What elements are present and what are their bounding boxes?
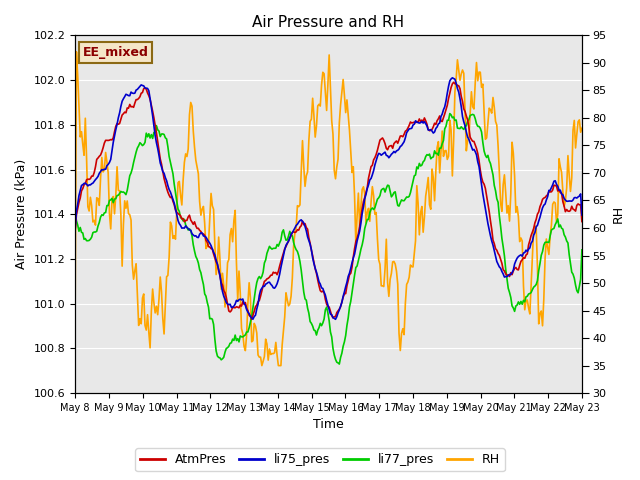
Legend: AtmPres, li75_pres, li77_pres, RH: AtmPres, li75_pres, li77_pres, RH	[135, 448, 505, 471]
Title: Air Pressure and RH: Air Pressure and RH	[252, 15, 404, 30]
Y-axis label: RH: RH	[612, 205, 625, 223]
Text: EE_mixed: EE_mixed	[83, 46, 148, 59]
X-axis label: Time: Time	[313, 419, 344, 432]
Y-axis label: Air Pressure (kPa): Air Pressure (kPa)	[15, 159, 28, 269]
